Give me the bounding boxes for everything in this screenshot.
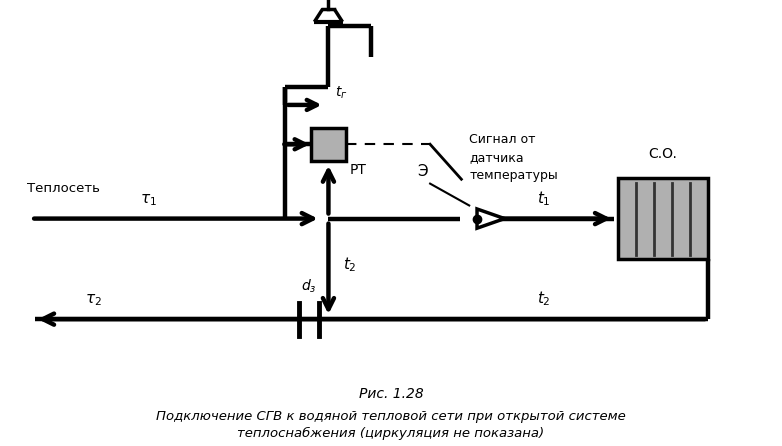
Text: $t_2$: $t_2$ xyxy=(343,255,356,274)
Text: $t_2$: $t_2$ xyxy=(536,289,551,308)
Text: Э: Э xyxy=(417,164,428,179)
Text: $\tau_1$: $\tau_1$ xyxy=(140,192,157,208)
Text: $t_1$: $t_1$ xyxy=(536,189,551,208)
Text: $\boldsymbol{d_з}$: $\boldsymbol{d_з}$ xyxy=(301,278,317,295)
Bar xyxy=(618,178,708,259)
Text: Подключение СГВ к водяной тепловой сети при открытой системе
теплоснабжения (цир: Подключение СГВ к водяной тепловой сети … xyxy=(156,410,626,440)
Text: Рис. 1.28: Рис. 1.28 xyxy=(359,387,423,401)
Text: C.O.: C.O. xyxy=(648,147,677,161)
Text: Теплосеть: Теплосеть xyxy=(27,182,100,194)
Text: $\tau_2$: $\tau_2$ xyxy=(85,293,102,308)
Text: PT: PT xyxy=(350,163,367,177)
Bar xyxy=(310,128,346,161)
Polygon shape xyxy=(477,209,504,228)
Text: Сигнал от
датчика
температуры: Сигнал от датчика температуры xyxy=(469,133,558,182)
Text: $t_г$: $t_г$ xyxy=(335,84,347,100)
